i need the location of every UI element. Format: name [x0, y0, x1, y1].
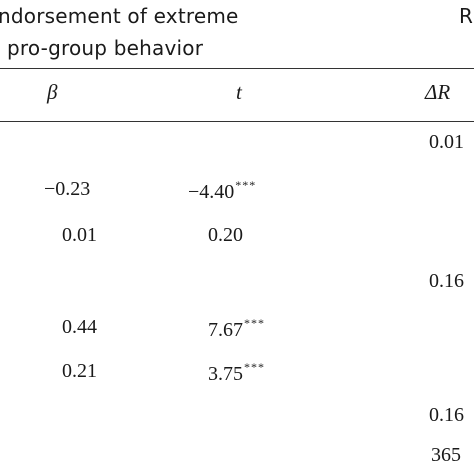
table-cell-beta: −0.23 [44, 178, 91, 200]
t-value: 7.67 [208, 319, 243, 341]
group-title-line2: pro-group behavior [7, 36, 204, 60]
t-value: 3.75 [208, 363, 243, 385]
significance-stars: *** [235, 178, 257, 192]
table-cell-delta-r: 365 [431, 444, 461, 466]
column-header-delta-r: ΔR [425, 80, 451, 104]
header-rule [0, 68, 474, 69]
significance-stars: *** [244, 316, 265, 330]
t-value: 0.20 [208, 224, 243, 246]
t-value: −4.40 [188, 181, 235, 203]
table-cell-beta: 0.01 [62, 224, 97, 246]
table-cell-t: 3.75*** [208, 360, 265, 386]
table-cell-t: 7.67*** [208, 316, 265, 342]
table-cell-t: −4.40*** [188, 178, 256, 204]
column-header-t: t [236, 80, 242, 104]
group-title-line1: ndorsement of extreme [0, 4, 239, 28]
significance-stars: *** [244, 360, 265, 374]
right-group-title: R [459, 4, 474, 28]
table-cell-delta-r: 0.16 [429, 404, 464, 426]
column-header-rule [0, 121, 474, 122]
column-header-beta: β [47, 80, 58, 104]
table-cell-delta-r: 0.16 [429, 270, 464, 292]
table-cell-delta-r: 0.01 [429, 131, 464, 153]
table-cell-beta: 0.44 [62, 316, 97, 338]
table-cell-beta: 0.21 [62, 360, 97, 382]
table-cell-t: 0.20 [208, 224, 243, 247]
